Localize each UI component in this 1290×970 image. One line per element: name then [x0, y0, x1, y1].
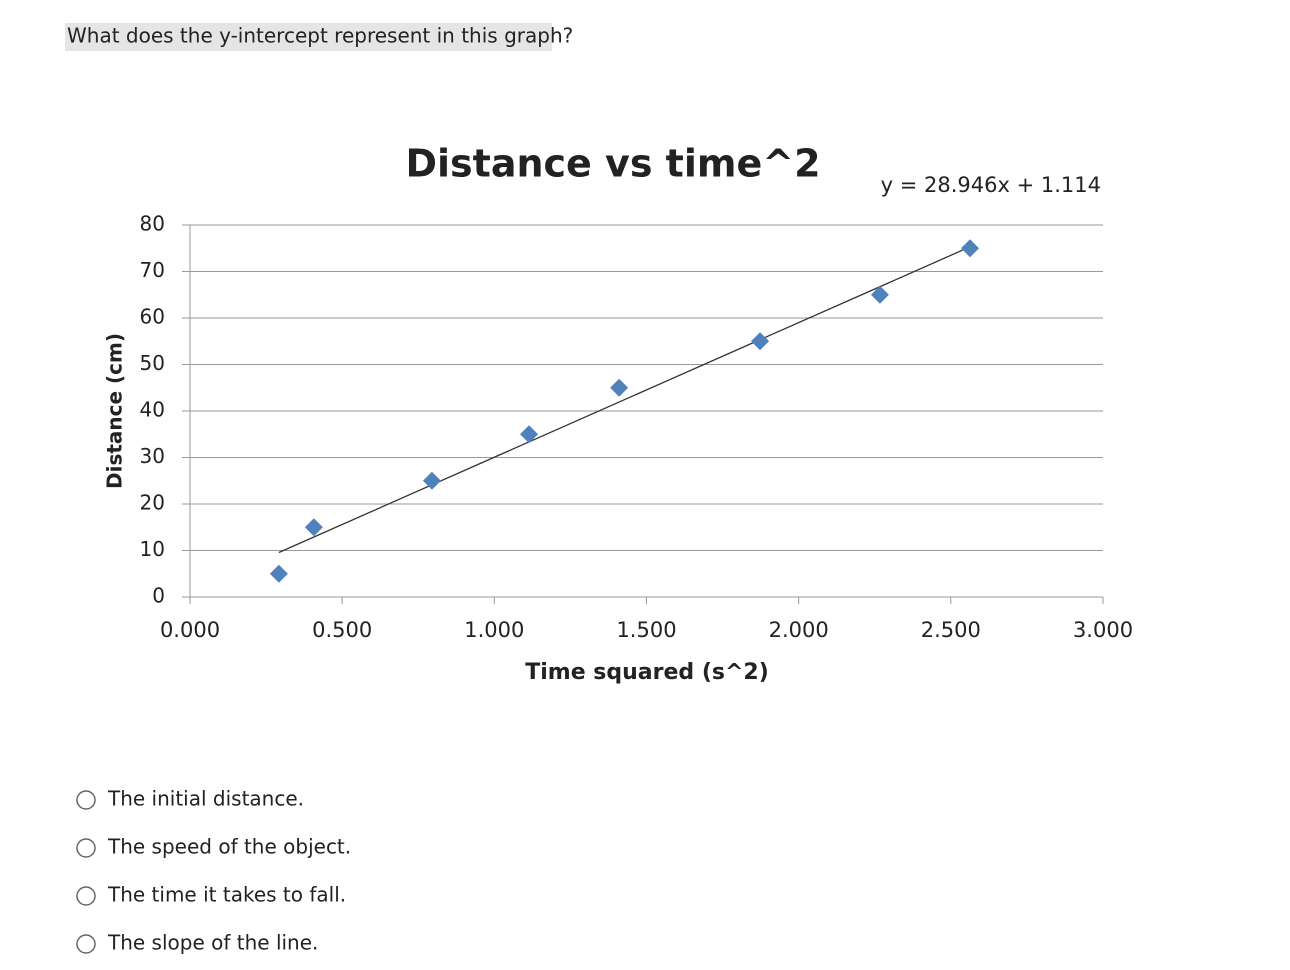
y-tick-label: 0 — [152, 584, 165, 608]
option-label[interactable]: The speed of the object. — [107, 835, 351, 859]
data-point — [751, 332, 770, 351]
question-highlight — [65, 23, 552, 51]
x-tick-label: 2.500 — [921, 618, 981, 642]
x-tick-label: 0.500 — [312, 618, 372, 642]
data-point — [870, 285, 889, 304]
radio-button[interactable] — [76, 934, 96, 954]
question: What does the y-intercept represent in t… — [67, 24, 573, 48]
y-tick-label: 30 — [140, 444, 165, 468]
y-tick-label: 10 — [140, 537, 165, 561]
y-tick-label: 70 — [140, 258, 165, 282]
trendline — [278, 246, 971, 554]
y-tick-label: 80 — [140, 212, 165, 236]
radio-button[interactable] — [76, 886, 96, 906]
y-tick-label: 40 — [140, 398, 165, 422]
options: The initial distance. The speed of the ob… — [76, 787, 351, 955]
x-tick-label: 1.500 — [616, 618, 676, 642]
y-tick-label: 50 — [140, 351, 165, 375]
data-point — [422, 471, 441, 490]
option-label[interactable]: The initial distance. — [107, 787, 304, 811]
trend-equation: y = 28.946x + 1.114 — [881, 173, 1101, 197]
data-point — [610, 378, 629, 397]
y-tick-label: 60 — [140, 305, 165, 329]
radio-button[interactable] — [76, 838, 96, 858]
radio-button[interactable] — [76, 790, 96, 810]
y-tick-label: 20 — [140, 491, 165, 515]
data-point — [520, 425, 539, 444]
y-axis-label: Distance (cm) — [103, 333, 127, 489]
chart-title: Distance vs time^2 — [405, 142, 820, 186]
data-point — [304, 518, 323, 537]
data-point — [269, 564, 288, 583]
option-label[interactable]: The time it takes to fall. — [107, 883, 346, 907]
data-point — [961, 239, 980, 258]
x-tick-label: 2.000 — [769, 618, 829, 642]
x-tick-label: 1.000 — [464, 618, 524, 642]
x-tick-label: 0.000 — [160, 618, 220, 642]
x-tick-label: 3.000 — [1073, 618, 1133, 642]
option-label[interactable]: The slope of the line. — [107, 931, 318, 955]
x-axis-label: Time squared (s^2) — [525, 660, 769, 685]
